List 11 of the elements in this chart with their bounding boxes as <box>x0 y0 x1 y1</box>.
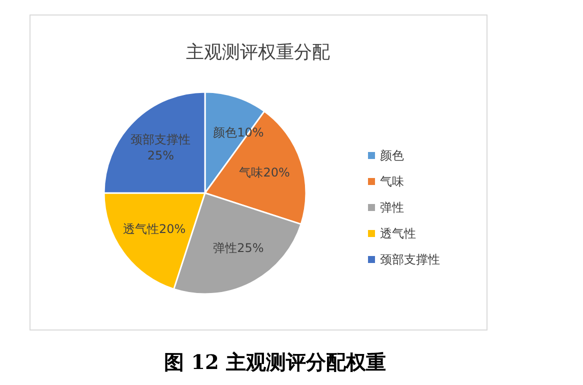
data-label: 弹性25% <box>213 241 264 256</box>
data-label: 透气性20% <box>123 222 186 236</box>
data-label: 气味20% <box>239 166 290 180</box>
caption: 图 12 主观测评分配权重 <box>164 350 386 374</box>
legend-label: 透气性 <box>380 226 416 240</box>
chart-title: 主观测评权重分配 <box>186 42 330 63</box>
legend-label: 气味 <box>380 174 404 188</box>
data-label: 颈部支撑性 25% <box>130 133 191 163</box>
legend-label: 颈部支撑性 <box>380 252 440 266</box>
legend-label: 弹性 <box>380 200 404 214</box>
legend-label: 颜色 <box>380 148 404 162</box>
